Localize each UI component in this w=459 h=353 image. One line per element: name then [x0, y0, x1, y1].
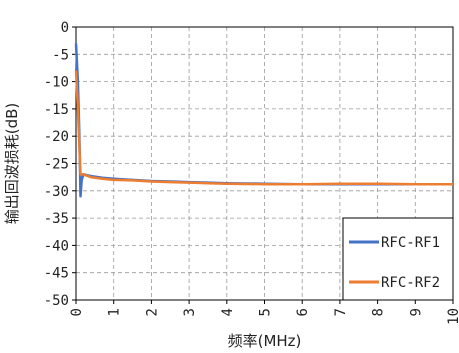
y-tick-label: -30	[44, 184, 69, 200]
y-tick-label: -45	[44, 266, 69, 282]
legend-label: RFC-RF2	[381, 275, 440, 291]
y-tick-label: -35	[44, 211, 69, 227]
x-tick-label: 5	[258, 308, 274, 316]
x-axis-title: 频率(MHz)	[228, 332, 302, 350]
legend: RFC-RF1 RFC-RF2	[342, 217, 454, 301]
x-tick-label: 9	[408, 308, 424, 316]
y-tick-label: -20	[44, 129, 69, 145]
x-tick-label: 3	[182, 308, 198, 316]
x-tick-label: 4	[220, 308, 236, 316]
y-axis-title: 输出回波损耗(dB)	[3, 103, 21, 225]
y-tick-label: -10	[44, 75, 69, 91]
x-tick-label: 10	[446, 308, 459, 325]
x-tick-label: 0	[69, 308, 85, 316]
y-tick-label: -5	[52, 47, 69, 63]
x-tick-label: 6	[295, 308, 311, 316]
y-tick-label: -25	[44, 157, 69, 173]
legend-box	[342, 217, 454, 301]
series-line-2	[74, 70, 453, 186]
legend-label: RFC-RF1	[381, 235, 440, 251]
grid	[76, 27, 453, 300]
y-tick-label: -15	[44, 102, 69, 118]
x-tick-label: 1	[107, 308, 123, 316]
x-axis: 0 1 2 3 4 5 6 7 8 9 10	[69, 300, 459, 325]
y-tick-label: 0	[61, 20, 69, 36]
series	[74, 43, 453, 198]
x-tick-label: 8	[371, 308, 387, 316]
y-tick-label: -50	[44, 293, 69, 309]
x-tick-label: 7	[333, 308, 349, 316]
x-tick-label: 2	[144, 308, 160, 316]
y-axis: 0 -5 -10 -15 -20 -25 -30 -35 -40 -45 -50	[44, 20, 76, 309]
y-tick-label: -40	[44, 238, 69, 254]
